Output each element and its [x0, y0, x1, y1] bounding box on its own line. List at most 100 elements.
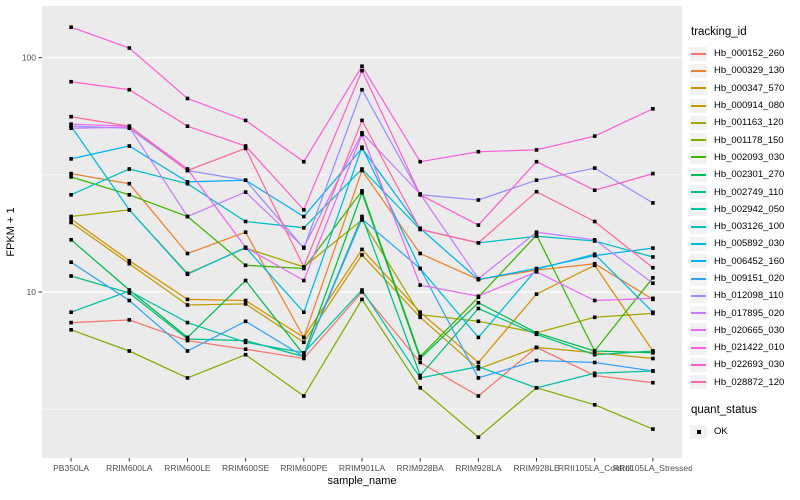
x-axis-title: sample_name — [327, 475, 396, 487]
line-swatch — [690, 375, 707, 390]
x-tick-label: RRIM928LA — [455, 463, 502, 473]
data-point — [360, 189, 364, 193]
data-point — [127, 318, 132, 322]
data-point — [302, 310, 306, 314]
legend-item-Hb_002942_050: Hb_002942_050 — [690, 201, 800, 218]
x-tick-label: PB350LA — [53, 463, 89, 473]
data-point — [592, 238, 597, 242]
data-point — [360, 217, 364, 221]
data-point — [476, 394, 481, 398]
data-point — [418, 376, 422, 380]
data-point — [651, 296, 655, 301]
data-point — [360, 253, 364, 257]
legend-item-Hb_022693_030: Hb_022693_030 — [690, 356, 800, 373]
data-point — [127, 298, 132, 303]
data-point — [127, 208, 132, 212]
data-point — [418, 356, 422, 361]
data-point — [418, 227, 422, 232]
legend-item-label: Hb_002301_270 — [714, 169, 785, 181]
data-point — [302, 214, 306, 219]
data-point — [651, 369, 655, 373]
legend-title-tracking-id: tracking_id — [691, 26, 747, 38]
data-point — [476, 306, 481, 311]
line-swatch — [690, 202, 707, 217]
data-point — [127, 261, 132, 266]
legend-item-label: Hb_017895_020 — [714, 307, 785, 319]
data-point — [302, 159, 306, 164]
line-swatch — [690, 167, 707, 182]
data-point — [592, 219, 597, 224]
data-point — [69, 171, 73, 176]
data-point — [185, 297, 190, 302]
data-point — [69, 260, 73, 264]
data-point — [592, 403, 597, 407]
data-point — [360, 64, 364, 68]
legend-block-quant-status: quant_status OK — [690, 404, 800, 440]
data-point — [592, 360, 597, 365]
data-point — [185, 320, 190, 325]
data-point — [592, 166, 597, 170]
data-point — [651, 427, 655, 431]
line-swatch — [690, 133, 707, 148]
data-point — [243, 278, 248, 283]
data-point — [185, 376, 190, 380]
data-point — [360, 214, 364, 219]
data-point — [302, 335, 306, 340]
legend-item-label: Hb_002942_050 — [714, 203, 785, 215]
data-point — [243, 219, 248, 224]
data-point — [69, 157, 73, 161]
data-point — [592, 134, 597, 138]
data-point — [360, 191, 364, 195]
data-point — [651, 349, 655, 353]
data-point — [69, 25, 73, 29]
data-point — [69, 310, 73, 314]
legend-item-Hb_028872_120: Hb_028872_120 — [690, 374, 800, 391]
data-point — [185, 251, 190, 256]
data-point — [127, 181, 132, 186]
data-point — [243, 347, 248, 351]
data-point — [534, 148, 539, 152]
legend-item-label: Hb_022693_030 — [714, 359, 785, 371]
legend-item-Hb_002301_270: Hb_002301_270 — [690, 166, 800, 183]
legend-item-Hb_009151_020: Hb_009151_020 — [690, 270, 800, 287]
data-point — [418, 251, 422, 256]
data-point — [476, 149, 481, 154]
data-point — [127, 124, 132, 128]
data-point — [69, 175, 73, 179]
data-point — [476, 241, 481, 245]
data-point — [592, 253, 597, 258]
line-swatch — [690, 98, 707, 113]
legend-item-label: OK — [714, 426, 728, 438]
data-point — [69, 214, 73, 219]
data-point — [69, 79, 73, 84]
data-point — [302, 351, 306, 355]
data-point — [534, 234, 539, 238]
line-swatch-color — [691, 242, 706, 245]
data-point — [243, 178, 248, 182]
data-point — [534, 292, 539, 296]
data-point — [476, 360, 481, 365]
data-point — [127, 289, 132, 293]
legend-item-Hb_002093_030: Hb_002093_030 — [690, 149, 800, 166]
data-point — [651, 276, 655, 280]
line-swatch — [690, 115, 707, 130]
legend-item-Hb_000914_080: Hb_000914_080 — [690, 97, 800, 114]
legend-item-label: Hb_001163_120 — [714, 117, 784, 129]
data-point — [127, 193, 132, 197]
data-point — [418, 354, 422, 359]
data-point — [651, 201, 655, 205]
data-point — [418, 310, 422, 314]
x-tick-label: RRIM928LE — [513, 463, 560, 473]
data-point — [534, 345, 539, 350]
x-tick-label: RRIM901LA — [339, 463, 386, 473]
data-point — [127, 167, 132, 171]
data-point — [476, 198, 481, 202]
data-point — [243, 118, 248, 123]
data-point — [243, 298, 248, 303]
data-point — [592, 352, 597, 357]
line-swatch-color — [691, 139, 706, 142]
data-point — [360, 288, 364, 292]
line-swatch-color — [691, 346, 706, 349]
data-point — [69, 217, 73, 221]
